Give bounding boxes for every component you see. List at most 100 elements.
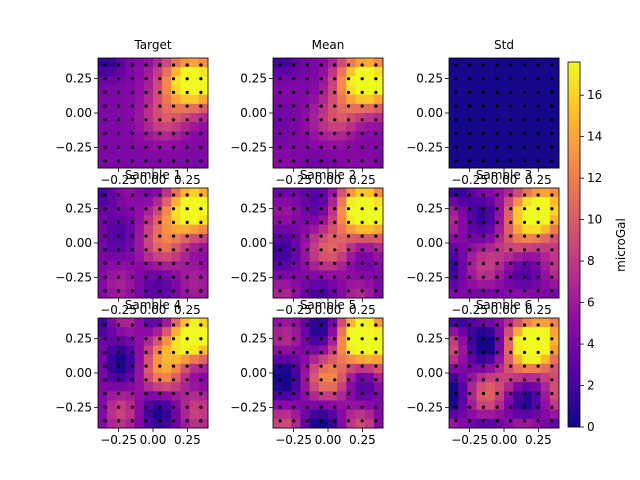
heat-cell xyxy=(107,288,117,299)
heat-cell xyxy=(153,206,163,216)
heat-cell xyxy=(476,113,487,123)
observation-point xyxy=(292,207,296,211)
heat-cell xyxy=(189,113,200,123)
heat-cell xyxy=(189,85,200,96)
observation-point xyxy=(305,118,309,122)
observation-point xyxy=(454,63,458,67)
heat-cell xyxy=(162,288,172,299)
heat-cell xyxy=(458,58,468,68)
heat-cell xyxy=(337,409,347,420)
heat-cell xyxy=(364,382,375,392)
heat-cell xyxy=(273,418,283,429)
heat-cell xyxy=(143,197,154,207)
heat-cell xyxy=(522,113,532,123)
observation-point xyxy=(550,145,554,149)
heat-cell xyxy=(309,140,320,151)
observation-point xyxy=(199,159,203,163)
observation-point xyxy=(468,391,472,396)
heat-cell xyxy=(373,318,384,328)
observation-point xyxy=(374,131,378,136)
heat-cell xyxy=(449,94,459,105)
observation-point xyxy=(158,104,162,108)
observation-point xyxy=(550,364,554,368)
observation-point xyxy=(185,207,189,211)
observation-point xyxy=(481,323,485,327)
observation-point xyxy=(158,248,162,252)
heat-cell xyxy=(355,224,366,235)
heat-cell xyxy=(531,67,542,77)
observation-point xyxy=(278,248,282,252)
heat-cell xyxy=(282,354,292,365)
heat-cell xyxy=(125,363,136,374)
heat-cell xyxy=(504,252,514,262)
heat-cell xyxy=(373,345,384,356)
observation-point xyxy=(333,405,337,409)
heat-cell xyxy=(449,76,459,86)
observation-point xyxy=(199,289,203,293)
heat-cell xyxy=(549,94,560,105)
heat-cell xyxy=(143,418,154,429)
heat-cell xyxy=(476,158,487,169)
heat-cell xyxy=(504,122,514,132)
heat-cell xyxy=(513,103,523,114)
heat-cell xyxy=(309,188,320,198)
observation-point xyxy=(171,323,176,327)
heat-cell xyxy=(549,58,560,68)
heat-cell xyxy=(189,373,200,383)
heat-cell xyxy=(162,252,172,262)
heat-cell xyxy=(198,76,209,86)
heat-cell xyxy=(125,279,136,290)
heat-cell xyxy=(513,327,523,337)
heat-cell xyxy=(125,252,136,262)
heat-cell xyxy=(180,363,191,374)
heat-cell xyxy=(282,345,292,356)
observation-point xyxy=(171,419,176,423)
observation-point xyxy=(171,63,176,67)
heat-cell xyxy=(522,261,532,271)
heat-cell xyxy=(458,85,468,96)
heat-cell xyxy=(467,354,477,365)
heat-cell xyxy=(273,318,283,328)
heat-cell xyxy=(549,345,560,356)
heat-cell xyxy=(291,409,301,420)
heat-cell xyxy=(504,345,514,356)
heat-cell xyxy=(549,363,560,374)
heat-cell xyxy=(282,400,292,411)
observation-point xyxy=(360,77,364,81)
heat-cell xyxy=(180,103,191,114)
heat-cell xyxy=(485,58,496,68)
observation-point xyxy=(185,118,189,122)
panel-title: Mean xyxy=(312,38,345,52)
heat-cell xyxy=(180,382,191,392)
heat-cell xyxy=(531,224,542,235)
heat-cell xyxy=(485,140,496,151)
y-tick-label: −0.25 xyxy=(230,140,267,154)
observation-point xyxy=(481,405,485,409)
heat-cell xyxy=(549,140,560,151)
observation-point xyxy=(144,207,148,211)
heat-cell xyxy=(504,140,514,151)
observation-point xyxy=(103,220,107,224)
heat-cell xyxy=(346,149,356,160)
y-tick-label: 0.25 xyxy=(65,202,92,216)
heat-cell xyxy=(198,243,209,253)
heat-cell xyxy=(143,188,154,198)
heat-cell xyxy=(355,288,366,299)
observation-point xyxy=(130,378,134,382)
heat-cell xyxy=(134,206,145,216)
heat-cell xyxy=(467,418,477,429)
x-tick-label: 0.25 xyxy=(174,173,201,187)
heat-cell xyxy=(291,197,301,207)
heat-cell xyxy=(449,122,459,132)
heat-cell xyxy=(337,400,347,411)
observation-point xyxy=(305,193,309,197)
observation-point xyxy=(103,248,107,252)
heat-cell xyxy=(162,113,172,123)
heat-cell xyxy=(540,215,551,226)
heat-cell xyxy=(273,58,283,68)
heat-cell xyxy=(107,67,117,77)
colorbar-label: microGal xyxy=(614,218,628,272)
y-tick-label: 0.25 xyxy=(416,72,443,86)
observation-point xyxy=(346,323,351,327)
heat-cell xyxy=(291,270,301,281)
